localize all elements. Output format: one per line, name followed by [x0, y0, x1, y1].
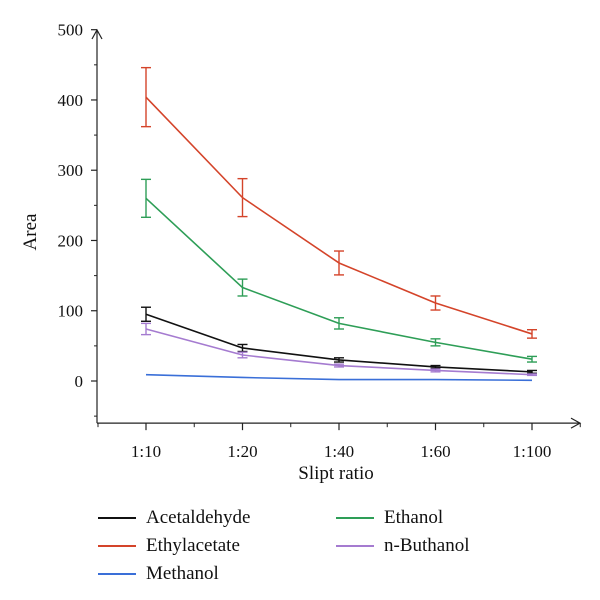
series-ethylacetate — [141, 66, 537, 339]
error-bar-ethanol — [237, 278, 248, 297]
error-bar-acetaldehyde — [141, 306, 151, 322]
error-bar-acetaldehyde — [334, 357, 344, 363]
error-bar-n-buthanol — [430, 368, 441, 373]
error-bar-acetaldehyde — [237, 343, 248, 353]
y-tick-label: 300 — [58, 161, 84, 180]
x-tick-label: 1:20 — [227, 442, 257, 461]
y-tick-label: 500 — [58, 21, 84, 40]
error-bar-n-buthanol — [334, 363, 344, 368]
x-tick-label: 1:100 — [513, 442, 552, 461]
x-tick-label: 1:40 — [324, 442, 354, 461]
error-bar-ethanol — [430, 338, 441, 347]
x-axis-title: Slipt ratio — [298, 463, 373, 484]
series-line-methanol — [145, 373, 533, 382]
error-bar-ethylacetate — [141, 66, 151, 128]
error-bar-n-buthanol — [237, 351, 248, 359]
series-layer — [141, 66, 537, 382]
y-tick-label: 400 — [58, 91, 84, 110]
series-methanol — [145, 373, 533, 382]
error-bar-acetaldehyde — [430, 364, 441, 370]
error-bar-ethanol — [527, 355, 537, 363]
y-tick-label: 0 — [75, 372, 84, 391]
y-axis-title: Area — [20, 213, 41, 250]
error-bar-ethylacetate — [527, 329, 537, 339]
series-ethanol — [141, 178, 537, 363]
error-bar-n-buthanol — [141, 322, 151, 336]
error-bar-ethylacetate — [237, 177, 248, 218]
x-tick-label: 1:10 — [131, 442, 161, 461]
series-line-n-buthanol — [145, 328, 533, 376]
x-tick-label: 1:60 — [420, 442, 450, 461]
error-bar-ethylacetate — [430, 295, 441, 311]
y-tick-label: 100 — [58, 302, 84, 321]
y-tick-label: 200 — [58, 231, 84, 250]
error-bar-ethanol — [334, 317, 344, 330]
series-line-ethylacetate — [145, 96, 533, 335]
error-bar-n-buthanol — [527, 373, 537, 377]
series-acetaldehyde — [141, 306, 537, 374]
error-bar-acetaldehyde — [527, 369, 537, 374]
series-n-buthanol — [141, 322, 537, 377]
error-bar-ethylacetate — [334, 250, 344, 276]
axes: 0 100 200 300 400 500 1:10 1:20 1:40 1:60 1:100 — [58, 21, 582, 461]
error-bar-ethanol — [141, 178, 151, 218]
